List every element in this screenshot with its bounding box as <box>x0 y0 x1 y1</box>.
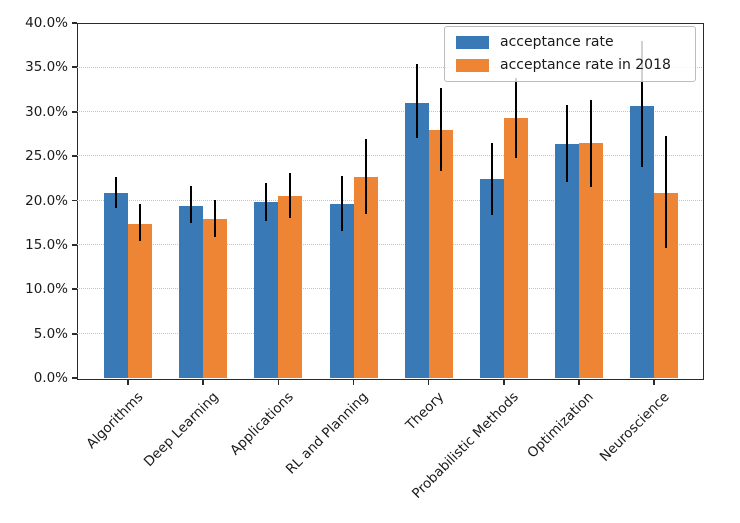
legend: acceptance rate acceptance rate in 2018 <box>444 26 696 82</box>
x-tick-label: Optimization <box>524 389 598 462</box>
y-tick-label: 35.0% <box>25 59 68 76</box>
error-bar <box>439 87 442 172</box>
y-tick-mark <box>72 155 77 158</box>
error-bar <box>115 177 118 209</box>
y-tick-mark <box>72 243 77 246</box>
grid-line <box>77 199 702 201</box>
legend-swatch-orange-icon <box>456 59 489 72</box>
grid-line <box>77 155 702 157</box>
bar-acceptance-rate-2018 <box>203 219 228 378</box>
error-bar <box>289 172 292 219</box>
y-tick-label: 0.0% <box>33 370 68 386</box>
y-tick-mark <box>72 199 77 202</box>
x-tick-label: Neuroscience <box>596 389 673 465</box>
x-tick-mark <box>502 379 505 385</box>
error-bar <box>565 104 568 182</box>
x-tick-label: Algorithms <box>83 389 147 453</box>
error-bar <box>664 135 667 249</box>
grid-line <box>77 288 702 290</box>
y-tick-mark <box>72 66 77 69</box>
error-bar <box>415 63 418 139</box>
bar-acceptance-rate-2018 <box>278 196 303 378</box>
x-tick-label: RL and Planning <box>283 389 372 478</box>
bar-acceptance-rate <box>179 205 204 378</box>
x-tick-mark <box>652 379 655 385</box>
y-tick-label: 5.0% <box>33 325 68 342</box>
error-bar <box>265 182 268 221</box>
legend-item-acceptance-rate-2018: acceptance rate in 2018 <box>456 56 685 75</box>
grid-line <box>77 332 702 334</box>
x-tick-mark <box>427 379 430 385</box>
x-tick-label: Applications <box>227 389 297 459</box>
error-bar <box>640 40 643 167</box>
error-bar <box>190 186 193 223</box>
bar-acceptance-rate <box>104 193 129 378</box>
bar-acceptance-rate <box>404 102 429 378</box>
legend-label: acceptance rate in 2018 <box>500 57 671 73</box>
y-tick-mark <box>72 288 77 291</box>
x-tick-mark <box>577 379 580 385</box>
error-bar <box>589 100 592 188</box>
bar-acceptance-rate-2018 <box>128 223 153 378</box>
error-bar <box>214 199 217 237</box>
legend-item-acceptance-rate: acceptance rate <box>456 33 685 52</box>
y-tick-mark <box>72 110 77 113</box>
bar-acceptance-rate-2018 <box>503 117 528 378</box>
error-bar <box>490 142 493 215</box>
bar-acceptance-rate <box>329 204 354 378</box>
y-tick-label: 10.0% <box>25 281 68 298</box>
x-tick-label: Deep Learning <box>140 389 222 470</box>
y-tick-mark <box>72 332 77 335</box>
y-tick-label: 15.0% <box>25 236 68 253</box>
bar-acceptance-rate <box>554 143 579 378</box>
error-bar <box>364 139 367 214</box>
x-tick-mark <box>127 379 130 385</box>
y-tick-label: 30.0% <box>25 103 68 120</box>
y-tick-label: 40.0% <box>25 15 68 31</box>
grid-line <box>77 110 702 112</box>
error-bar <box>139 204 142 242</box>
x-tick-label: Theory <box>402 389 447 434</box>
bar-acceptance-rate <box>254 202 279 378</box>
error-bar <box>514 78 517 158</box>
y-tick-label: 25.0% <box>25 148 68 165</box>
x-tick-mark <box>277 379 280 385</box>
x-tick-mark <box>352 379 355 385</box>
y-tick-label: 20.0% <box>25 192 68 209</box>
grid-line <box>77 244 702 246</box>
legend-label: acceptance rate <box>500 34 614 50</box>
x-tick-mark <box>202 379 205 385</box>
y-tick-mark <box>72 377 77 379</box>
grid-line <box>77 66 702 68</box>
y-tick-mark <box>72 22 77 24</box>
legend-swatch-blue-icon <box>456 36 489 49</box>
error-bar <box>340 175 343 231</box>
